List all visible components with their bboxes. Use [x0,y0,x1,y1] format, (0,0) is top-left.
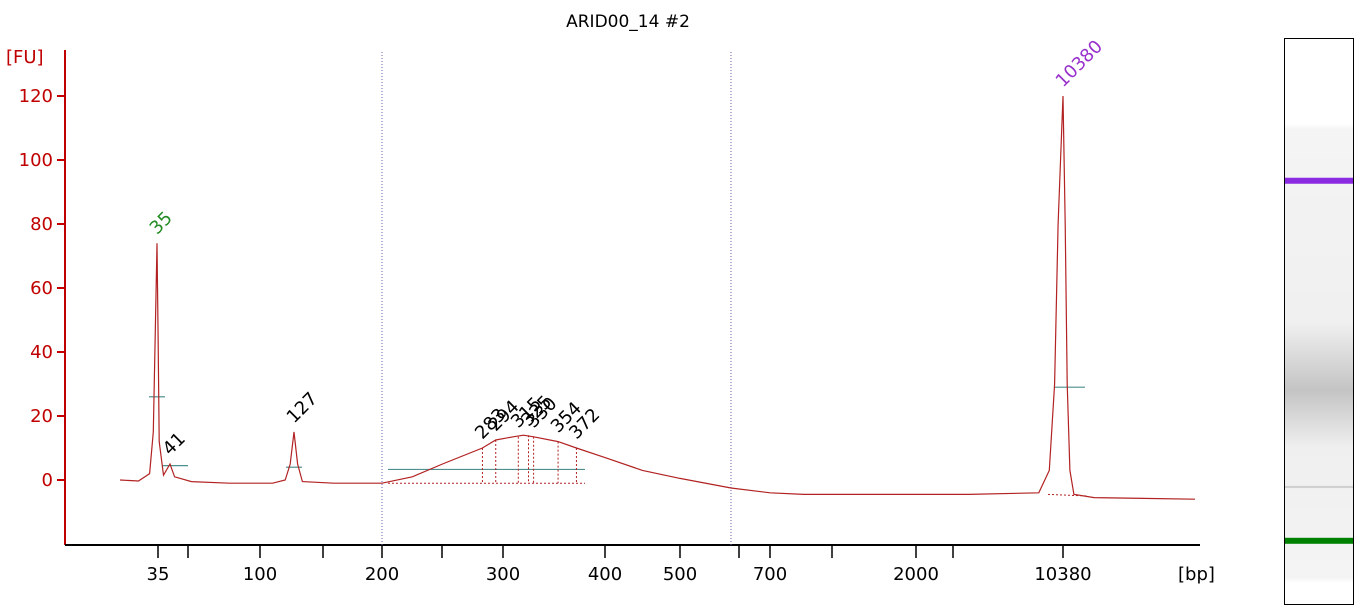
y-tick-label: 20 [30,406,53,427]
y-tick-label: 120 [19,86,53,107]
y-tick-label: 40 [30,342,53,363]
axes: 0 20 40 60 80 100 120 35 100 200 300 400 500 700 2000 1… [19,50,1200,585]
chart-title: ARID00_14 #2 [566,12,690,32]
x-tick-label: 10380 [1034,564,1091,585]
x-tick-label: 100 [243,564,277,585]
gel-image [1284,38,1354,605]
x-tick-label: 2000 [893,564,939,585]
x-tick-label: 300 [486,564,520,585]
region-markers [381,52,732,545]
x-tick-label: 35 [147,564,170,585]
peak-baselines [149,386,1089,497]
y-tick-label: 80 [30,214,53,235]
x-tick-label: 400 [588,564,622,585]
y-tick-label: 100 [19,150,53,171]
y-tick-label: 60 [30,278,53,299]
peak-label: 41 [159,428,190,459]
peak-label: 35 [146,208,177,239]
trace [119,95,1196,500]
y-axis-label: [FU] [6,47,44,68]
gel-band-upper-marker [1285,177,1353,184]
gel-band-lower-marker [1285,537,1353,544]
x-tick-label: 700 [753,564,787,585]
y-tick-label: 0 [42,470,53,491]
x-axis-label: [bp] [1178,564,1215,585]
electropherogram-chart: ARID00_14 #2 [FU] [bp] 0 20 40 60 80 100 120 35… [6,12,1215,585]
x-tick-label: 500 [663,564,697,585]
peak-label: 10380 [1052,36,1107,91]
trace-line [119,95,1196,500]
gel-background [1285,39,1353,604]
gel-band-faint-band [1285,485,1353,488]
gel-lane [1285,39,1353,604]
x-tick-label: 200 [365,564,399,585]
peak-label: 127 [283,388,322,427]
